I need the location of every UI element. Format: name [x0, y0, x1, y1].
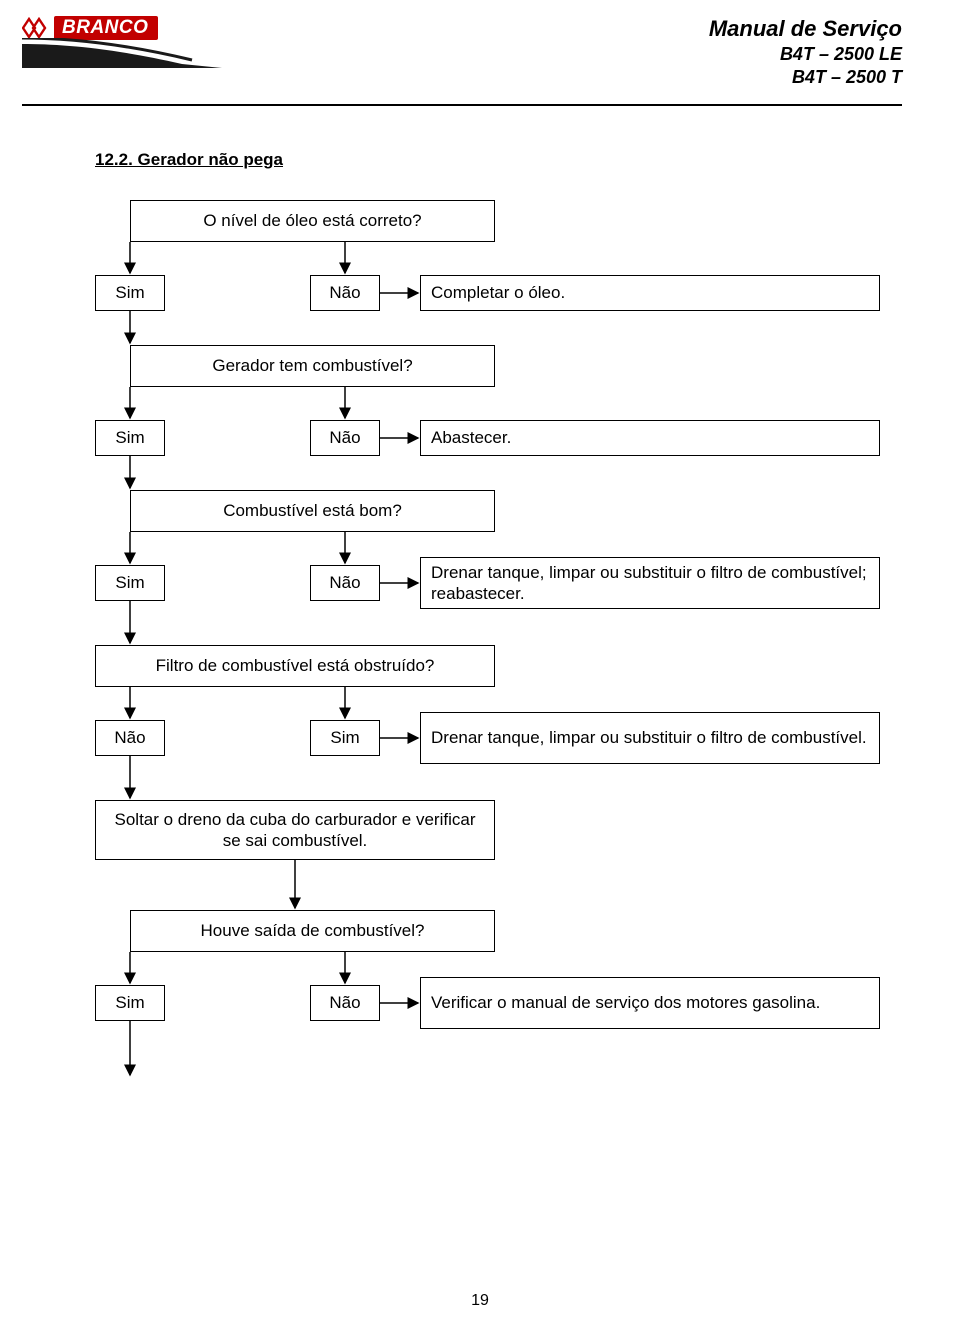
node-a1: Completar o óleo.	[420, 275, 880, 311]
node-q6-sim: Sim	[95, 985, 165, 1021]
node-q1-sim: Sim	[95, 275, 165, 311]
manual-title: Manual de Serviço	[709, 16, 902, 42]
node-q6-nao: Não	[310, 985, 380, 1021]
node-q3-nao: Não	[310, 565, 380, 601]
node-q4: Filtro de combustível está obstruído?	[95, 645, 495, 687]
header-divider	[22, 104, 902, 106]
manual-subtitle-1: B4T – 2500 LE	[709, 44, 902, 65]
title-block: Manual de Serviço B4T – 2500 LE B4T – 25…	[709, 16, 902, 88]
node-q2-nao: Não	[310, 420, 380, 456]
node-a6: Verificar o manual de serviço dos motore…	[420, 977, 880, 1029]
node-q1: O nível de óleo está correto?	[130, 200, 495, 242]
brand-logo: BRANCO	[22, 16, 222, 40]
header-row: BRANCO Manual de Serviço B4T – 2500 LE B…	[22, 16, 902, 88]
node-q1-nao: Não	[310, 275, 380, 311]
node-a4: Drenar tanque, limpar ou substituir o fi…	[420, 712, 880, 764]
node-q2-sim: Sim	[95, 420, 165, 456]
node-a3: Drenar tanque, limpar ou substituir o fi…	[420, 557, 880, 609]
section-heading: 12.2. Gerador não pega	[95, 150, 283, 170]
node-q3: Combustível está bom?	[130, 490, 495, 532]
node-q3-sim: Sim	[95, 565, 165, 601]
page-header: BRANCO Manual de Serviço B4T – 2500 LE B…	[0, 0, 960, 88]
manual-subtitle-2: B4T – 2500 T	[709, 67, 902, 88]
logo-wrap: BRANCO	[22, 16, 222, 68]
node-q6: Houve saída de combustível?	[130, 910, 495, 952]
page: BRANCO Manual de Serviço B4T – 2500 LE B…	[0, 0, 960, 1330]
node-q4-sim: Sim	[310, 720, 380, 756]
page-number: 19	[0, 1292, 960, 1310]
logo-mark-icon	[22, 17, 48, 39]
node-a2: Abastecer.	[420, 420, 880, 456]
node-q2: Gerador tem combustível?	[130, 345, 495, 387]
brand-name: BRANCO	[54, 16, 158, 40]
swoosh-icon	[22, 38, 222, 68]
node-q4-nao: Não	[95, 720, 165, 756]
node-q5: Soltar o dreno da cuba do carburador e v…	[95, 800, 495, 860]
